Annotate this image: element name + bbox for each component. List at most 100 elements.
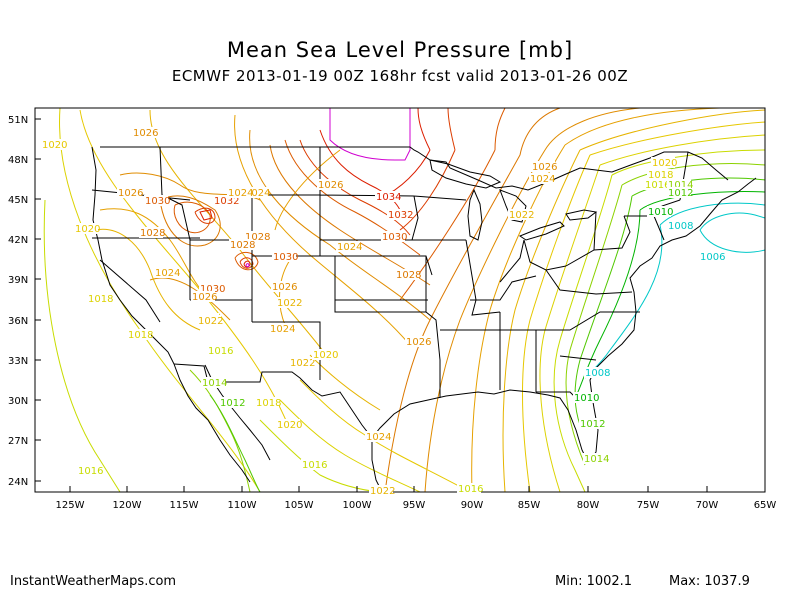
isobar-1014 bbox=[565, 163, 766, 466]
contour-label-bg bbox=[191, 291, 215, 302]
contour-label: 1030 bbox=[273, 252, 298, 263]
isobar-1028 bbox=[159, 195, 221, 247]
contour-label-bg bbox=[579, 418, 603, 429]
contour-label: 1034 bbox=[376, 192, 401, 203]
contour-label: 1018 bbox=[648, 170, 673, 181]
contour-label-bg bbox=[644, 179, 668, 190]
isobar-1024 bbox=[234, 114, 411, 346]
lat-tick-label: 42N bbox=[8, 235, 28, 246]
contour-label-bg bbox=[531, 161, 555, 172]
contour-label-bg bbox=[213, 195, 237, 206]
lon-tick-label: 80W bbox=[577, 500, 600, 511]
contour-label-bg bbox=[207, 345, 231, 356]
lon-tick-label: 65W bbox=[754, 500, 777, 511]
contour-label: 1020 bbox=[652, 158, 677, 169]
contour-label-bg bbox=[132, 127, 156, 138]
lake-ontario bbox=[565, 209, 598, 221]
contour-label: 1024 bbox=[228, 188, 253, 199]
isobar-1012 bbox=[209, 394, 261, 493]
min-pressure: Min: 1002.1 bbox=[555, 574, 633, 589]
contour-label-bg bbox=[667, 179, 691, 190]
isobar-1024 bbox=[99, 208, 211, 301]
contour-label: 1026 bbox=[118, 188, 143, 199]
isobar-1016 bbox=[259, 419, 381, 493]
contour-label: 1006 bbox=[700, 252, 725, 263]
lat-tick-label: 33N bbox=[8, 356, 28, 367]
contour-label-bg bbox=[199, 283, 223, 294]
contour-label-bg bbox=[139, 227, 163, 238]
contour-label-bg bbox=[227, 187, 251, 198]
contour-label: 1026 bbox=[272, 282, 297, 293]
lon-tick-label: 75W bbox=[637, 500, 660, 511]
longitude-ticks: 125W 120W 115W 110W 105W 100W 95W 90W 85W 80W 75W 7… bbox=[56, 486, 777, 511]
contour-label-bg bbox=[651, 157, 675, 168]
lat-tick-label: 27N bbox=[8, 436, 28, 447]
contour-label: 1012 bbox=[668, 188, 693, 199]
lon-tick-label: 120W bbox=[113, 500, 142, 511]
contour-label: 1026 bbox=[406, 337, 431, 348]
isobar-1034 bbox=[379, 107, 431, 199]
map-title: Mean Sea Level Pressure [mb] bbox=[226, 38, 574, 62]
contour-label-bg bbox=[144, 195, 168, 206]
atlantic-coast bbox=[589, 177, 757, 397]
lon-tick-label: 90W bbox=[461, 500, 484, 511]
contour-label: 1018 bbox=[256, 398, 281, 409]
contour-label: 1022 bbox=[198, 316, 223, 327]
contour-label-bg bbox=[584, 367, 608, 378]
lake-michigan bbox=[467, 188, 483, 241]
contour-label-bg bbox=[272, 251, 296, 262]
contour-label: 1012 bbox=[220, 398, 245, 409]
contour-label-bg bbox=[77, 465, 101, 476]
contour-label: 1028 bbox=[140, 228, 165, 239]
state-lines bbox=[91, 146, 689, 401]
lake-huron bbox=[499, 189, 527, 223]
lon-tick-label: 85W bbox=[518, 500, 541, 511]
isobar-1016 bbox=[553, 149, 766, 493]
max-pressure: Max: 1037.9 bbox=[669, 574, 750, 589]
lat-tick-label: 36N bbox=[8, 316, 28, 327]
contour-label: 1008 bbox=[668, 221, 693, 232]
contour-label: 1030 bbox=[145, 196, 170, 207]
contour-label: 1032 bbox=[388, 210, 413, 221]
lon-tick-label: 110W bbox=[228, 500, 257, 511]
lat-tick-label: 51N bbox=[8, 115, 28, 126]
contour-label-bg bbox=[276, 419, 300, 430]
contour-label: 1018 bbox=[128, 330, 153, 341]
site-credit: InstantWeatherMaps.com bbox=[10, 574, 177, 589]
contour-label-bg bbox=[381, 231, 405, 242]
isobar-1036 bbox=[329, 108, 411, 161]
isobar-1020 bbox=[522, 121, 766, 493]
lon-tick-label: 105W bbox=[285, 500, 314, 511]
contour-label-bg bbox=[405, 336, 429, 347]
contour-label-bg bbox=[395, 269, 419, 280]
contour-label: 1014 bbox=[584, 454, 609, 465]
isobar-1016 bbox=[43, 199, 121, 493]
isobar-1022 bbox=[502, 109, 766, 493]
isobar-1032 bbox=[194, 207, 216, 224]
lon-tick-label: 100W bbox=[343, 500, 372, 511]
contour-label-bg bbox=[647, 206, 671, 217]
isobar-1036 bbox=[245, 263, 250, 268]
lat-tick-label: 30N bbox=[8, 396, 28, 407]
isobar-1028 bbox=[269, 144, 431, 286]
contour-label: 1026 bbox=[192, 292, 217, 303]
pacific-coast bbox=[91, 146, 175, 365]
isobar-1030 bbox=[234, 252, 259, 271]
contour-label: 1012 bbox=[580, 419, 605, 430]
contour-label-bg bbox=[667, 187, 691, 198]
contour-label: 1024 bbox=[270, 324, 295, 335]
contour-label-bg bbox=[336, 241, 360, 252]
lon-tick-label: 70W bbox=[696, 500, 719, 511]
contour-label-bg bbox=[244, 231, 268, 242]
contour-label: 1030 bbox=[200, 284, 225, 295]
contour-label: 1022 bbox=[509, 210, 534, 221]
isobar-1032 bbox=[239, 257, 254, 269]
contour-label-bg bbox=[289, 357, 313, 368]
contour-label-bg bbox=[647, 169, 671, 180]
lat-tick-label: 45N bbox=[8, 195, 28, 206]
lake-superior bbox=[429, 159, 502, 189]
contour-label: 1030 bbox=[382, 232, 407, 243]
contour-label-bg bbox=[508, 209, 532, 220]
